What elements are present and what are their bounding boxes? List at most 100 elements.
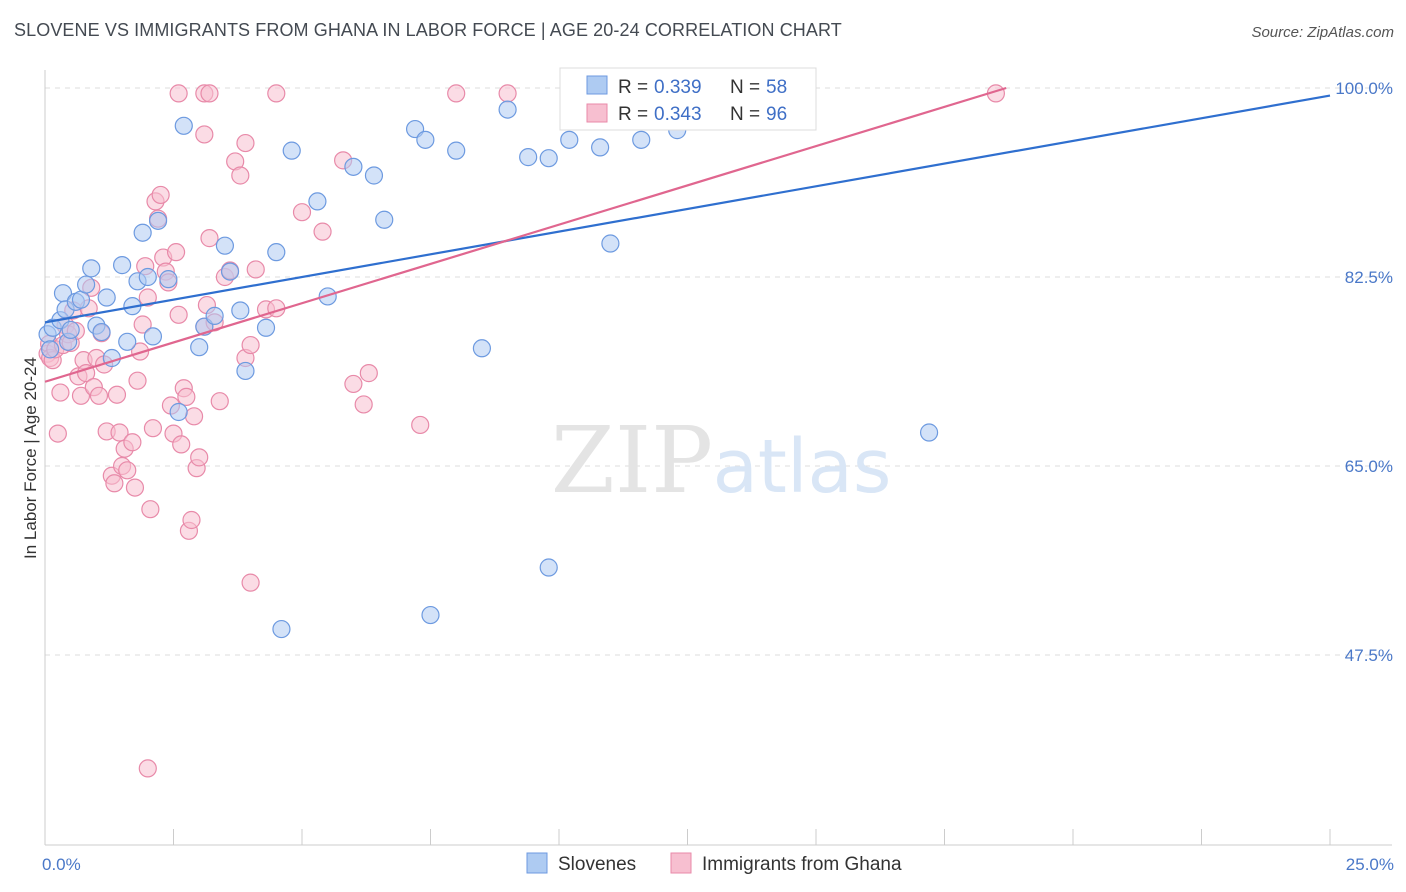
legend-box: R = 0.339 N = 58 R = 0.343 N = 96 [559, 67, 817, 131]
slovenes-point [174, 116, 193, 135]
ghana-point [130, 342, 150, 361]
ghana-point [236, 133, 255, 153]
slovenes-point [205, 306, 224, 325]
ghana-point [48, 424, 67, 443]
ghana-point [498, 84, 517, 103]
slovenes-point [308, 192, 327, 211]
source-credit: Source: ZipAtlas.com [1251, 24, 1394, 41]
legend-r-label-2: R = [618, 104, 648, 125]
ghana-point [166, 243, 186, 262]
legend-swatch-slovenes [586, 75, 608, 95]
ghana-point [267, 84, 286, 103]
legend-n-value-2: 96 [766, 104, 787, 125]
legend-swatch-ghana [586, 103, 608, 123]
slovenes-point [256, 318, 276, 337]
tick-labels: 100.0% 82.5% 65.0% 47.5% 0.0% 25.0% [42, 79, 1394, 874]
slovenes-point [148, 211, 168, 230]
trend-line-slovenes [44, 94, 1331, 324]
watermark: ZIP atlas [551, 407, 892, 514]
ghana-point [172, 435, 191, 454]
bottom-legend-label-ghana: Immigrants from Ghana [702, 854, 902, 875]
slovenes-point [118, 332, 137, 351]
slovenes-point [71, 290, 91, 309]
slovenes-point [97, 288, 116, 307]
slovenes-point [190, 338, 209, 357]
slovenes-point [601, 234, 620, 253]
slovenes-point [364, 166, 384, 185]
slovenes-point [143, 327, 163, 346]
slovenes-point [169, 402, 188, 422]
ghana-point [141, 500, 160, 519]
ghana-point [143, 419, 163, 438]
slovenes-point [472, 339, 491, 358]
ghana-point [169, 84, 188, 103]
slovenes-point [919, 423, 939, 442]
slovenes-point [539, 558, 558, 577]
ghana-point [151, 185, 170, 205]
ghana-point [447, 84, 466, 103]
slovenes-point [591, 138, 610, 157]
slovenes-point [632, 130, 651, 149]
slovenes-point [77, 275, 96, 294]
y-tick-label: 47.5% [1345, 646, 1393, 665]
slovenes-point [133, 223, 152, 242]
slovenes-point [61, 320, 80, 340]
slovenes-point [344, 157, 363, 176]
ghana-point [89, 386, 109, 405]
slovenes-point [215, 236, 234, 255]
ghana-point [190, 448, 209, 467]
ghana-point [411, 415, 430, 435]
slovenes-point [421, 605, 440, 625]
ghana-point [123, 433, 142, 452]
ghana-point [138, 288, 157, 307]
trend-lines [44, 86, 1331, 383]
ghana-point [182, 510, 201, 530]
watermark-atlas: atlas [713, 424, 892, 510]
ghana-point [110, 423, 129, 442]
slovenes-point [112, 256, 132, 275]
slovenes-point [138, 267, 157, 287]
ghana-point [105, 474, 124, 493]
watermark-zip: ZIP [551, 407, 713, 514]
slovenes-point [267, 243, 286, 262]
ghana-point [184, 407, 204, 426]
slovenes-point [539, 149, 558, 168]
ghana-point [246, 260, 265, 279]
ghana-point [125, 478, 145, 497]
bottom-legend: Slovenes Immigrants from Ghana [526, 852, 902, 875]
slovenes-point [498, 100, 517, 119]
legend-r-value-1: 0.339 [654, 77, 702, 98]
slovenes-point [41, 340, 60, 359]
slovenes-point [282, 141, 301, 160]
ghana-point [200, 229, 219, 248]
ghana-point [231, 166, 250, 185]
slovenes-point [82, 259, 101, 278]
slovenes-point [560, 130, 579, 149]
legend-n-label-2: N = [730, 104, 760, 125]
legend-n-label-1: N = [730, 77, 760, 98]
bottom-legend-swatch-slovenes [526, 852, 548, 874]
ghana-point [51, 383, 70, 402]
ghana-point [195, 125, 214, 144]
bottom-legend-swatch-ghana [670, 852, 692, 874]
legend-r-value-2: 0.343 [654, 104, 702, 125]
y-tick-label: 100.0% [1335, 79, 1393, 98]
slovenes-point [92, 322, 111, 342]
x-tick-label: 25.0% [1346, 855, 1394, 874]
series-slovenes-points [38, 86, 939, 639]
ghana-point [344, 374, 363, 394]
slovenes-point [231, 301, 250, 320]
ghana-point [107, 385, 127, 404]
ghana-point [169, 305, 188, 324]
ghana-point [292, 203, 312, 222]
ghana-point [354, 395, 373, 414]
y-tick-label: 82.5% [1345, 268, 1393, 287]
ghana-point [241, 573, 260, 592]
ghana-point [138, 759, 157, 778]
slovenes-point [375, 210, 394, 229]
trend-line-ghana [44, 86, 1007, 383]
y-axis-label: In Labor Force | Age 20-24 [21, 357, 40, 559]
axes [44, 70, 1392, 846]
chart-title: SLOVENE VS IMMIGRANTS FROM GHANA IN LABO… [14, 20, 842, 40]
